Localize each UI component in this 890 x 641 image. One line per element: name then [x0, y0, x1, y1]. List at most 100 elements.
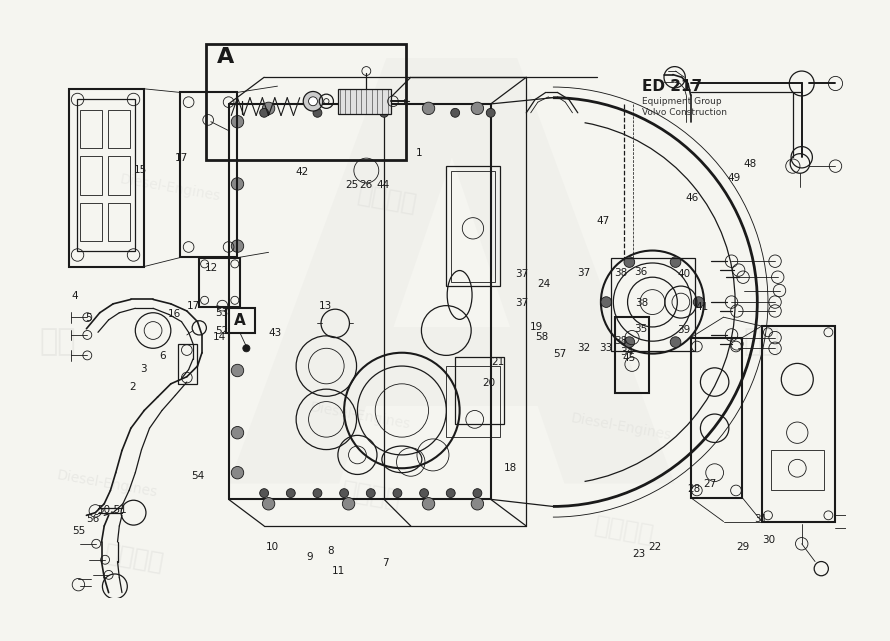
- Text: 20: 20: [482, 378, 495, 388]
- Text: 55: 55: [72, 526, 85, 536]
- Text: 15: 15: [134, 165, 148, 174]
- Text: 9: 9: [307, 552, 313, 562]
- Circle shape: [313, 108, 322, 117]
- Circle shape: [670, 337, 681, 347]
- Text: 34: 34: [619, 347, 633, 357]
- Text: 43: 43: [269, 328, 282, 338]
- Text: 38: 38: [635, 298, 649, 308]
- Text: 28: 28: [688, 483, 701, 494]
- Circle shape: [231, 240, 244, 253]
- Text: 25: 25: [345, 180, 359, 190]
- Circle shape: [313, 488, 322, 497]
- Text: 21: 21: [491, 356, 505, 367]
- Circle shape: [343, 497, 355, 510]
- Text: 44: 44: [376, 180, 390, 190]
- Text: 36: 36: [634, 267, 647, 277]
- Text: 11: 11: [332, 565, 345, 576]
- Text: 38: 38: [614, 269, 627, 278]
- Text: 17: 17: [187, 301, 200, 312]
- Circle shape: [263, 497, 275, 510]
- Circle shape: [601, 297, 611, 308]
- Text: 10: 10: [266, 542, 279, 552]
- Text: 24: 24: [538, 279, 551, 288]
- Text: 31: 31: [754, 514, 767, 524]
- Circle shape: [450, 108, 459, 117]
- Circle shape: [471, 497, 483, 510]
- Text: 13: 13: [320, 301, 333, 312]
- Text: 53: 53: [214, 308, 228, 318]
- Text: 22: 22: [648, 542, 661, 552]
- Circle shape: [670, 257, 681, 267]
- Text: Volvo Construction: Volvo Construction: [642, 108, 727, 117]
- Bar: [178, 344, 198, 384]
- Text: 38: 38: [614, 335, 627, 345]
- Text: 30: 30: [762, 535, 775, 545]
- Bar: [338, 89, 392, 113]
- Circle shape: [243, 345, 250, 352]
- Text: 27: 27: [703, 479, 716, 489]
- Text: 18: 18: [504, 463, 517, 473]
- Text: 6: 6: [158, 351, 166, 361]
- Circle shape: [367, 488, 376, 497]
- Text: 39: 39: [677, 325, 691, 335]
- Circle shape: [231, 115, 244, 128]
- Bar: [80, 203, 102, 241]
- Circle shape: [471, 102, 483, 115]
- Text: Diesel-Engines: Diesel-Engines: [570, 412, 672, 443]
- Bar: [199, 258, 240, 306]
- Text: 12: 12: [206, 263, 219, 272]
- Text: 19: 19: [530, 322, 543, 333]
- Text: 50,51: 50,51: [97, 505, 127, 515]
- Text: 17: 17: [175, 153, 189, 163]
- Text: 4: 4: [72, 291, 78, 301]
- Bar: [80, 156, 102, 195]
- Circle shape: [486, 108, 495, 117]
- Circle shape: [343, 102, 355, 115]
- Text: 45: 45: [622, 353, 635, 363]
- Bar: [108, 110, 130, 148]
- Circle shape: [393, 488, 402, 497]
- Bar: [69, 89, 144, 267]
- Circle shape: [473, 488, 481, 497]
- Circle shape: [446, 488, 455, 497]
- Bar: [611, 258, 695, 351]
- Circle shape: [260, 488, 269, 497]
- Text: 动门: 动门: [39, 327, 76, 356]
- Text: 41: 41: [696, 303, 708, 313]
- Text: A: A: [225, 39, 676, 604]
- Bar: [226, 308, 255, 333]
- Circle shape: [423, 102, 434, 115]
- Bar: [771, 451, 824, 490]
- Text: 23: 23: [632, 549, 645, 558]
- Text: 5: 5: [85, 313, 92, 322]
- Bar: [615, 317, 649, 393]
- Text: 33: 33: [599, 344, 612, 353]
- Text: 57: 57: [554, 349, 567, 359]
- Text: 26: 26: [360, 180, 373, 190]
- Text: 37: 37: [577, 269, 590, 278]
- Text: A: A: [217, 47, 235, 67]
- Bar: [762, 326, 835, 522]
- Circle shape: [693, 297, 704, 308]
- Circle shape: [423, 497, 434, 510]
- Circle shape: [231, 467, 244, 479]
- Text: A: A: [234, 313, 246, 328]
- Bar: [450, 171, 495, 281]
- Circle shape: [231, 364, 244, 377]
- Text: 47: 47: [596, 216, 609, 226]
- Bar: [446, 366, 499, 437]
- Text: 紧发动门: 紧发动门: [593, 513, 656, 547]
- Text: 紧发动门: 紧发动门: [102, 541, 166, 575]
- Text: 14: 14: [213, 332, 226, 342]
- Text: 1: 1: [416, 147, 423, 158]
- Text: 37: 37: [515, 269, 529, 279]
- Text: 54: 54: [191, 470, 205, 481]
- Text: 49: 49: [727, 172, 740, 183]
- Circle shape: [624, 337, 635, 347]
- Text: 37: 37: [515, 298, 529, 308]
- Circle shape: [263, 102, 275, 115]
- Circle shape: [231, 426, 244, 439]
- Bar: [180, 92, 238, 257]
- Text: 16: 16: [167, 310, 181, 319]
- Text: 3: 3: [141, 364, 147, 374]
